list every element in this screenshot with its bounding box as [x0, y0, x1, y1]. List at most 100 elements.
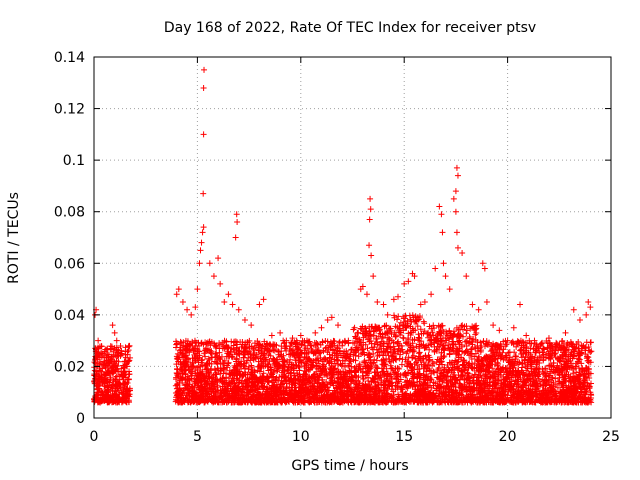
noise-point	[467, 346, 474, 353]
noise-point	[104, 399, 111, 406]
noise-point	[96, 358, 103, 365]
noise-point	[97, 367, 104, 374]
noise-point	[106, 379, 113, 386]
noise-point	[229, 354, 236, 361]
noise-point	[360, 375, 367, 382]
noise-point	[113, 373, 120, 380]
noise-point	[95, 382, 102, 389]
noise-point	[103, 346, 110, 353]
noise-point	[115, 358, 122, 365]
noise-point	[114, 393, 121, 400]
noise-point	[429, 362, 436, 369]
noise-point	[583, 339, 590, 346]
noise-point	[122, 392, 129, 399]
noise-point	[395, 313, 402, 320]
noise-point	[500, 338, 507, 345]
noise-point	[371, 356, 378, 363]
noise-point	[126, 357, 133, 364]
noise-point	[493, 349, 500, 356]
noise-point	[211, 358, 218, 365]
noise-point	[214, 384, 221, 391]
noise-point	[94, 378, 101, 384]
noise-point	[117, 343, 124, 350]
noise-point	[334, 344, 341, 351]
noise-point	[394, 365, 401, 372]
noise-point	[489, 365, 496, 372]
noise-point	[103, 389, 110, 396]
noise-point	[96, 381, 103, 388]
noise-point	[113, 344, 120, 351]
noise-point	[398, 361, 405, 368]
noise-point	[522, 353, 529, 360]
noise-point	[94, 399, 101, 406]
noise-point	[93, 370, 100, 377]
noise-point	[123, 374, 130, 381]
noise-point	[97, 375, 104, 382]
noise-point	[122, 380, 129, 387]
noise-point	[122, 344, 129, 351]
noise-point	[391, 329, 398, 336]
noise-point	[123, 388, 130, 395]
noise-point	[383, 365, 390, 372]
noise-point	[105, 384, 112, 391]
noise-point	[211, 365, 218, 372]
noise-point	[119, 373, 126, 380]
noise-point	[107, 376, 114, 383]
noise-point	[110, 369, 117, 376]
noise-point	[385, 352, 392, 359]
noise-point	[468, 356, 475, 363]
noise-point	[103, 364, 110, 371]
noise-point	[477, 339, 484, 346]
noise-point	[118, 347, 125, 354]
noise-point	[446, 359, 453, 366]
noise-point	[354, 330, 361, 337]
noise-point	[242, 365, 249, 372]
chart-title: Day 168 of 2022, Rate Of TEC Index for r…	[164, 20, 536, 36]
noise-point	[109, 385, 116, 392]
noise-point	[125, 342, 132, 349]
noise-point	[92, 345, 99, 352]
noise-point	[511, 349, 518, 356]
noise-point	[423, 355, 430, 362]
noise-point	[120, 362, 127, 369]
noise-point	[125, 371, 132, 378]
noise-point	[98, 388, 105, 395]
noise-point	[471, 371, 478, 378]
noise-point	[455, 338, 462, 345]
noise-point	[449, 338, 456, 345]
noise-point	[96, 351, 103, 358]
noise-point	[115, 398, 122, 405]
noise-point	[104, 351, 111, 358]
noise-point	[114, 399, 121, 406]
noise-point	[341, 363, 348, 370]
noise-point	[404, 385, 411, 392]
noise-point	[368, 360, 375, 367]
noise-point	[114, 368, 121, 375]
noise-point	[313, 399, 320, 406]
noise-point	[578, 360, 585, 367]
noise-point	[430, 322, 437, 329]
noise-point	[459, 322, 466, 329]
noise-point	[109, 364, 116, 371]
noise-point	[113, 353, 120, 360]
noise-point	[118, 365, 125, 372]
noise-point	[392, 382, 399, 389]
noise-point	[425, 362, 432, 369]
noise-point	[125, 397, 132, 404]
noise-point	[95, 389, 102, 396]
noise-point	[105, 354, 112, 361]
noise-point	[121, 381, 128, 388]
noise-point	[471, 360, 478, 367]
noise-point	[121, 368, 128, 375]
noise-point	[114, 349, 121, 356]
noise-point	[418, 338, 425, 345]
noise-point	[102, 377, 109, 384]
noise-point	[491, 349, 498, 356]
noise-point	[415, 337, 422, 344]
noise-point	[108, 345, 115, 352]
data-marks	[91, 66, 595, 406]
noise-point	[392, 333, 399, 340]
noise-point	[124, 392, 131, 399]
noise-point	[317, 354, 324, 361]
